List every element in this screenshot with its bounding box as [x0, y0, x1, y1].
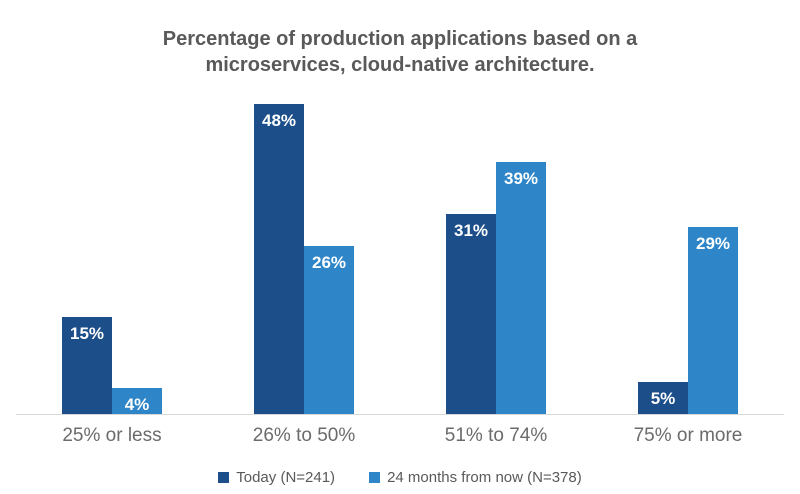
bar-group: 48% 26%: [208, 104, 400, 414]
legend-label: Today (N=241): [236, 469, 336, 486]
category-label: 25% or less: [62, 425, 162, 446]
bar-future: 26%: [304, 246, 354, 414]
bar-pair: 31% 39%: [446, 162, 546, 414]
legend-swatch-today: [218, 472, 230, 483]
legend-label: 24 months from now (N=378): [387, 469, 582, 486]
bar-today: 5%: [638, 382, 688, 414]
bar-today: 48%: [254, 104, 304, 414]
bar-value-label: 39%: [503, 169, 539, 188]
bar-future: 39%: [496, 162, 546, 414]
bar-value-label: 5%: [650, 389, 676, 408]
bar-future: 29%: [688, 227, 738, 414]
category-label: 26% to 50%: [252, 425, 356, 446]
bar-today: 15%: [62, 317, 112, 414]
bar-group: 15% 4%: [16, 105, 208, 414]
category-label: 51% to 74%: [444, 425, 548, 446]
chart-title: Percentage of production applications ba…: [162, 28, 638, 76]
legend: Today (N=241) 24 months from now (N=378): [0, 469, 800, 486]
legend-swatch-future: [369, 472, 381, 483]
category-label: 75% or more: [633, 425, 743, 446]
bar-pair: 15% 4%: [62, 317, 162, 414]
bar-value-label: 26%: [311, 253, 347, 272]
bar-future: 4%: [112, 388, 162, 414]
bar-group: 31% 39%: [400, 105, 592, 414]
bar-value-label: 29%: [695, 234, 731, 253]
plot-area: 15% 4% 48% 26% 31% 39% 5% 29%: [16, 104, 784, 415]
legend-item-today: Today (N=241): [218, 469, 335, 486]
bar-today: 31%: [446, 214, 496, 414]
x-axis-category-labels: 25% or less 26% to 50% 51% to 74% 75% or mo…: [16, 415, 784, 447]
bar-pair: 5% 29%: [638, 227, 738, 414]
bar-pair: 48% 26%: [254, 104, 354, 414]
legend-item-future: 24 months from now (N=378): [369, 469, 582, 486]
bar-value-label: 31%: [453, 221, 489, 240]
bar-groups: 15% 4% 48% 26% 31% 39% 5% 29%: [16, 104, 784, 414]
bar-group: 5% 29%: [592, 105, 784, 414]
bar-value-label: 4%: [124, 395, 150, 414]
bar-value-label: 48%: [261, 111, 297, 130]
bar-value-label: 15%: [69, 324, 105, 343]
